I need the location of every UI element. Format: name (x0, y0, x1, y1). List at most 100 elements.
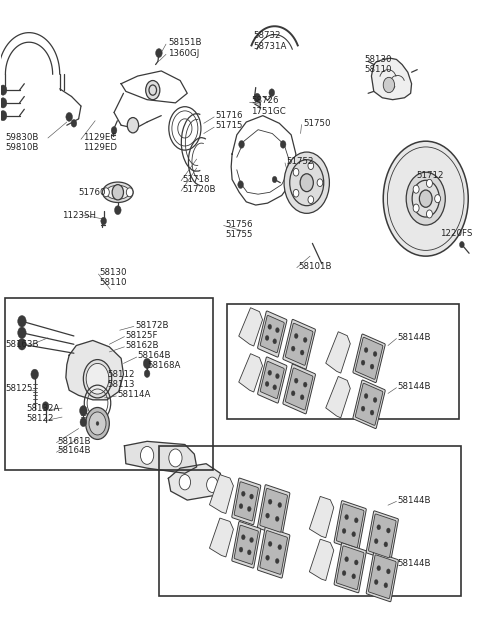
Circle shape (345, 557, 348, 562)
FancyBboxPatch shape (366, 511, 398, 561)
Circle shape (317, 179, 323, 186)
Circle shape (126, 188, 133, 196)
Circle shape (250, 494, 253, 499)
Circle shape (66, 113, 72, 122)
Circle shape (80, 406, 87, 416)
Text: 58130: 58130 (364, 55, 392, 64)
FancyBboxPatch shape (334, 500, 366, 550)
Circle shape (144, 358, 151, 369)
Circle shape (250, 538, 253, 543)
Text: 58112: 58112 (107, 371, 134, 380)
Circle shape (300, 395, 304, 400)
Text: 51716: 51716 (216, 111, 243, 120)
Text: 58163B: 58163B (5, 340, 39, 349)
Circle shape (18, 316, 26, 327)
Circle shape (373, 351, 377, 356)
Circle shape (435, 195, 441, 203)
FancyBboxPatch shape (336, 546, 364, 589)
Circle shape (377, 566, 381, 571)
Polygon shape (326, 376, 350, 418)
Circle shape (278, 502, 282, 508)
Text: 51756: 51756 (225, 220, 252, 228)
Circle shape (272, 176, 277, 182)
Circle shape (352, 532, 356, 537)
Circle shape (420, 190, 432, 207)
FancyBboxPatch shape (234, 525, 258, 564)
FancyBboxPatch shape (334, 543, 366, 593)
FancyBboxPatch shape (260, 362, 284, 399)
Circle shape (241, 534, 245, 540)
Text: 1360GJ: 1360GJ (168, 49, 200, 58)
Text: 58130: 58130 (100, 268, 127, 277)
Circle shape (238, 180, 243, 188)
Circle shape (284, 152, 329, 213)
FancyBboxPatch shape (355, 337, 383, 380)
Text: 58122: 58122 (27, 415, 54, 424)
Text: 58726: 58726 (251, 97, 278, 106)
Text: 58144B: 58144B (397, 495, 431, 504)
Circle shape (268, 541, 272, 547)
Circle shape (308, 196, 313, 204)
Circle shape (0, 111, 7, 121)
Circle shape (303, 382, 307, 387)
Circle shape (384, 542, 388, 547)
Text: 1129ED: 1129ED (84, 143, 117, 152)
Polygon shape (239, 308, 263, 346)
Ellipse shape (106, 185, 130, 199)
Text: 58164B: 58164B (58, 447, 91, 456)
Circle shape (115, 205, 121, 214)
Circle shape (111, 127, 117, 134)
Text: 58144B: 58144B (397, 333, 431, 342)
Circle shape (386, 528, 390, 533)
Text: 59830B: 59830B (5, 134, 39, 143)
FancyBboxPatch shape (355, 383, 383, 426)
Circle shape (280, 141, 286, 148)
FancyBboxPatch shape (257, 484, 290, 536)
Circle shape (0, 98, 7, 108)
Text: 51750: 51750 (303, 119, 330, 128)
Circle shape (373, 397, 377, 403)
Polygon shape (326, 332, 350, 373)
Circle shape (239, 547, 243, 552)
Circle shape (374, 539, 378, 544)
Circle shape (293, 189, 299, 197)
Text: 51720B: 51720B (182, 185, 216, 194)
Circle shape (364, 394, 368, 399)
Circle shape (278, 545, 282, 550)
Circle shape (276, 559, 279, 564)
FancyBboxPatch shape (366, 552, 398, 602)
Circle shape (141, 447, 154, 465)
FancyBboxPatch shape (258, 311, 287, 357)
Circle shape (354, 560, 358, 565)
Text: 58144B: 58144B (397, 382, 431, 391)
Circle shape (413, 185, 419, 193)
FancyBboxPatch shape (353, 380, 385, 429)
Text: 58110: 58110 (100, 278, 127, 287)
Circle shape (268, 324, 272, 330)
Circle shape (294, 378, 298, 383)
Circle shape (293, 168, 299, 176)
Polygon shape (372, 58, 411, 100)
Text: 58731A: 58731A (253, 42, 287, 51)
Polygon shape (124, 442, 197, 473)
Circle shape (406, 172, 445, 225)
FancyBboxPatch shape (258, 357, 287, 403)
Circle shape (268, 499, 272, 504)
Circle shape (383, 141, 468, 256)
Circle shape (345, 515, 348, 520)
Circle shape (352, 574, 356, 579)
FancyBboxPatch shape (369, 555, 396, 598)
Circle shape (276, 516, 279, 522)
FancyBboxPatch shape (286, 368, 313, 410)
Circle shape (127, 118, 139, 133)
Circle shape (291, 346, 295, 351)
Text: 58144B: 58144B (397, 559, 431, 568)
FancyBboxPatch shape (336, 504, 364, 548)
Text: 58113: 58113 (107, 380, 134, 389)
FancyBboxPatch shape (232, 478, 261, 525)
Circle shape (374, 579, 378, 584)
Text: 58132A: 58132A (27, 404, 60, 413)
Text: 58114A: 58114A (118, 390, 151, 399)
Circle shape (254, 93, 261, 102)
FancyBboxPatch shape (234, 482, 258, 521)
